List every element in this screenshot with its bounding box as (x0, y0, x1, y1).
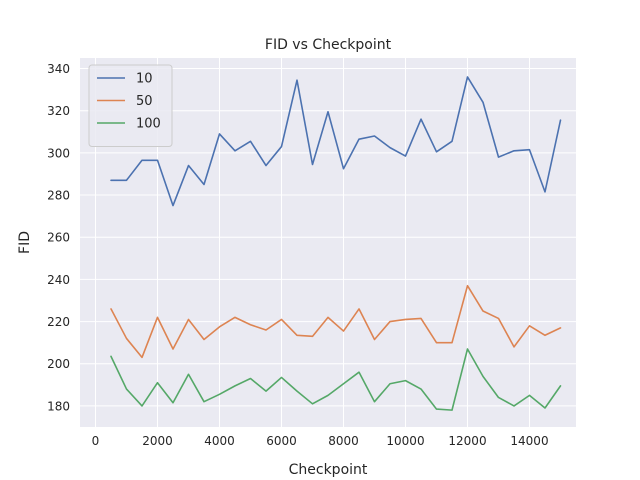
x-tick-label: 8000 (328, 434, 359, 448)
y-tick-label: 280 (47, 189, 70, 203)
series-line-50 (110, 284, 562, 359)
y-axis-label: FID (17, 231, 33, 254)
legend-label-10: 10 (136, 72, 153, 87)
y-tick-label: 240 (47, 273, 70, 287)
x-tick-label: 14000 (510, 434, 548, 448)
x-tick-label: 0 (92, 434, 100, 448)
series-line-100 (110, 348, 562, 411)
series-layer (110, 76, 562, 411)
legend-label-50: 50 (136, 94, 153, 109)
grid-lines (80, 58, 576, 427)
y-tick-label: 260 (47, 231, 70, 245)
x-tick-labels: 0 2000 4000 6000 8000 10000 12000 14000 (92, 434, 549, 448)
legend: 10 50 100 (88, 64, 173, 147)
y-tick-label: 300 (47, 146, 70, 160)
y-tick-label: 340 (47, 62, 70, 76)
series-line-10 (110, 76, 562, 207)
y-tick-label: 200 (47, 357, 70, 371)
x-axis-label: Checkpoint (289, 462, 368, 478)
y-tick-labels: 180 200 220 240 260 280 300 320 340 (47, 62, 70, 413)
x-tick-label: 4000 (204, 434, 235, 448)
y-tick-label: 220 (47, 315, 70, 329)
y-tick-label: 320 (47, 104, 70, 118)
legend-box (88, 64, 173, 147)
legend-label-100: 100 (136, 117, 161, 132)
x-tick-label: 12000 (448, 434, 486, 448)
x-tick-label: 6000 (266, 434, 297, 448)
x-tick-label: 2000 (142, 434, 173, 448)
chart-title: FID vs Checkpoint (265, 37, 392, 53)
y-tick-label: 180 (47, 399, 70, 413)
x-tick-label: 10000 (386, 434, 424, 448)
